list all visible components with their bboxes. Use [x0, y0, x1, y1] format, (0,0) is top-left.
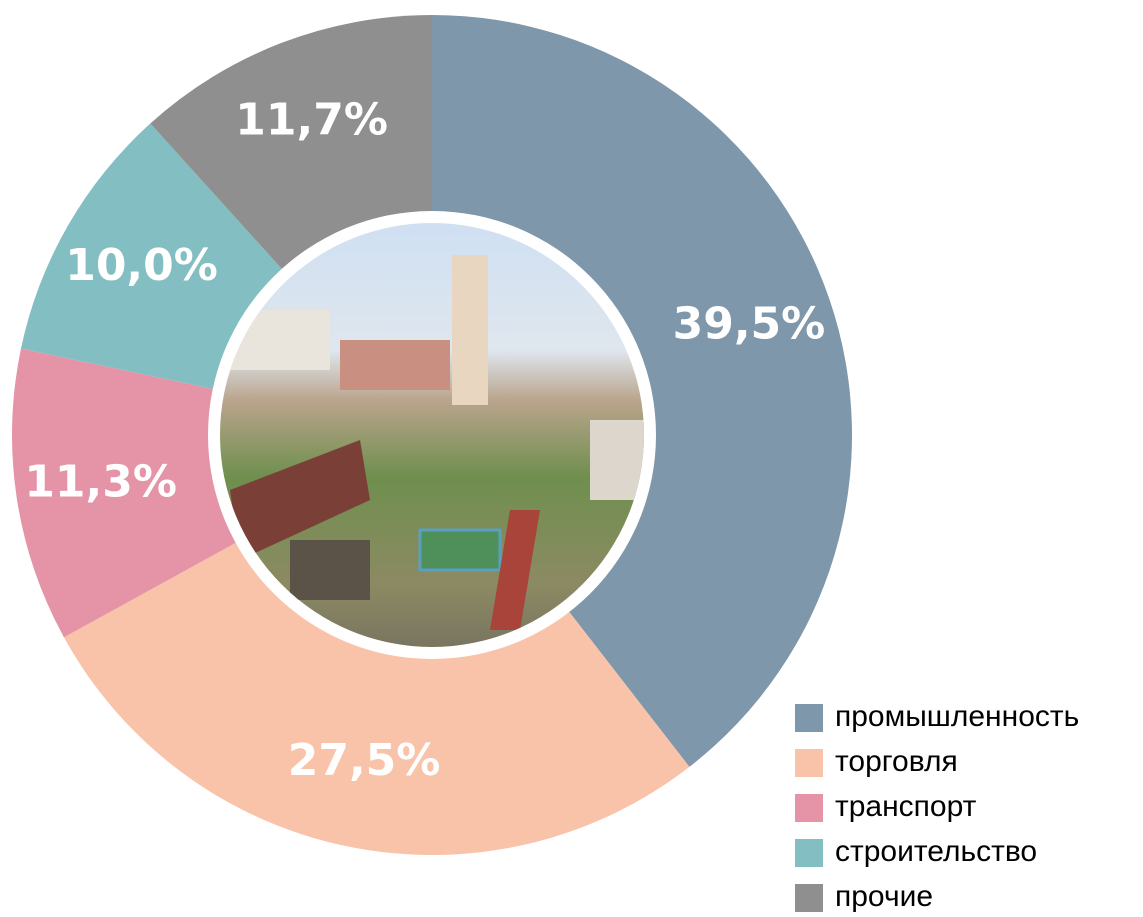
value-labels: 39,5% 27,5% 11,3% 10,0% 11,7% — [24, 94, 825, 786]
value-label: 39,5% — [673, 298, 826, 349]
legend-swatch — [795, 839, 823, 867]
legend-swatch — [795, 749, 823, 777]
legend-label: транспорт — [835, 790, 977, 823]
center-photo — [220, 223, 644, 647]
legend-label: торговля — [835, 745, 958, 778]
value-label: 11,3% — [24, 456, 177, 507]
legend-label: промышленность — [835, 700, 1079, 733]
legend: промышленность торговля транспорт строитель… — [795, 700, 1079, 913]
value-label: 11,7% — [235, 94, 388, 145]
legend-label: строительство — [835, 835, 1037, 868]
legend-label: прочие — [835, 880, 933, 913]
legend-swatch — [795, 884, 823, 912]
value-label: 27,5% — [288, 735, 441, 786]
legend-swatch — [795, 704, 823, 732]
value-label: 10,0% — [65, 240, 218, 291]
legend-swatch — [795, 794, 823, 822]
